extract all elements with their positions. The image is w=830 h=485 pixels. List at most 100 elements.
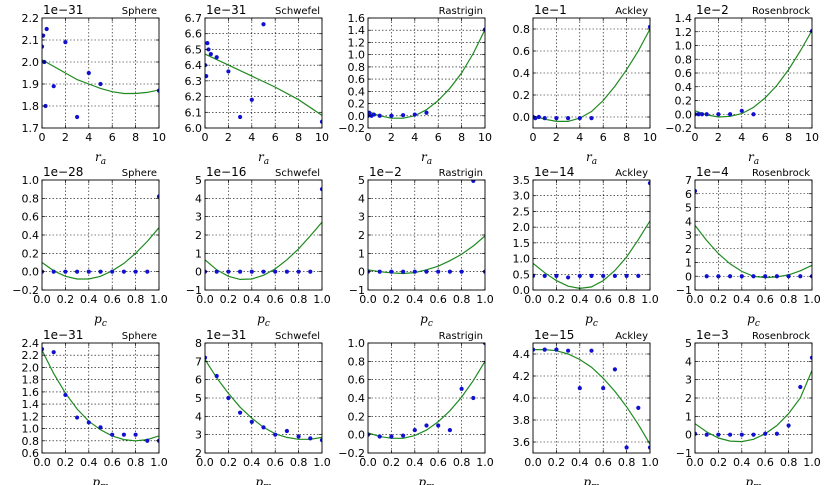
- offset-label: 1e−31: [206, 3, 246, 17]
- x-axis-label-main: p: [255, 475, 263, 485]
- y-tick-label: 6: [195, 374, 202, 387]
- y-tick-label: 0.2: [348, 410, 366, 423]
- x-tick-label: 1.0: [150, 293, 168, 306]
- data-point: [389, 269, 394, 274]
- subplot-title: Sphere: [122, 6, 157, 17]
- data-layer: [533, 347, 650, 450]
- y-tick-label: 1.7: [22, 122, 40, 135]
- y-tick-label: 3: [685, 229, 692, 242]
- offset-label: 1e−31: [206, 328, 246, 342]
- subplot-schwefel-2: 0.0 0.2 0.4 0.6 0.8 1.0 −1 0 1 2 3 4 5 1e−16 Schwefel p…: [186, 165, 331, 329]
- x-tick-label: 0.8: [618, 456, 636, 469]
- x-axis-label-main: r: [421, 150, 428, 164]
- x-tick-label: 1.0: [476, 456, 494, 469]
- x-tick-label: 0.0: [33, 456, 51, 469]
- data-point: [377, 434, 382, 439]
- x-tick-label: 1.0: [313, 293, 331, 306]
- data-point: [226, 395, 231, 401]
- offset-label: 1e−31: [43, 328, 83, 342]
- x-tick-label: 1.0: [803, 456, 821, 469]
- x-tick-label: 0.0: [524, 456, 542, 469]
- y-tick-label: 1: [195, 247, 202, 260]
- y-tick-label: 6: [685, 188, 692, 201]
- data-point: [542, 116, 547, 121]
- x-tick-label: 8: [458, 131, 465, 144]
- x-tick-label: 10: [315, 131, 329, 144]
- data-point: [704, 274, 709, 279]
- x-tick-label: 0.4: [406, 293, 424, 306]
- data-point: [368, 110, 372, 115]
- y-tick-label: 6.5: [185, 43, 203, 56]
- data-point: [110, 269, 115, 274]
- data-point: [319, 119, 322, 124]
- data-point: [728, 112, 733, 117]
- x-axis-label-sub: c: [593, 319, 598, 329]
- data-point: [704, 112, 709, 117]
- x-axis-label: ra: [748, 150, 759, 167]
- data-point: [42, 33, 46, 38]
- x-axis-label-main: p: [747, 312, 755, 326]
- data-point: [589, 116, 594, 121]
- data-point: [716, 112, 721, 117]
- y-tick-label: 0.4: [22, 229, 40, 242]
- data-point: [647, 24, 650, 29]
- data-point: [63, 40, 68, 45]
- data-point: [716, 274, 721, 279]
- y-tick-label: 7: [195, 355, 202, 368]
- fit-line: [368, 360, 485, 439]
- data-point: [371, 112, 376, 117]
- data-point: [156, 88, 159, 93]
- data-point: [601, 386, 606, 391]
- y-tick-label: 1.8: [22, 374, 40, 387]
- data-point: [273, 432, 278, 437]
- data-point: [296, 434, 301, 439]
- x-axis-label-main: r: [95, 150, 102, 164]
- x-axis-label: pm: [418, 475, 434, 485]
- y-tick-label: 0.6: [675, 67, 693, 80]
- data-point: [226, 69, 231, 74]
- data-layer: [533, 181, 650, 290]
- x-tick-label: 4: [738, 131, 745, 144]
- x-axis-label-sub: m: [426, 482, 435, 485]
- data-point: [436, 423, 441, 428]
- y-tick-label: 2: [195, 447, 202, 460]
- data-point: [319, 438, 322, 443]
- data-point: [249, 419, 254, 424]
- x-axis-label-sub: c: [102, 319, 107, 329]
- x-tick-label: 0.8: [780, 293, 798, 306]
- data-point: [214, 269, 219, 274]
- x-tick-label: 0.2: [57, 293, 75, 306]
- data-point: [696, 112, 701, 117]
- x-tick-label: 2: [388, 131, 395, 144]
- data-point: [716, 432, 721, 437]
- data-point: [542, 347, 547, 352]
- y-tick-label: 1.4: [675, 12, 693, 25]
- subplot-rastrigin-3: 0.0 0.2 0.4 0.6 0.8 1.0−0.20.00.20.40.60.81.0…: [338, 331, 493, 485]
- data-point: [482, 27, 485, 32]
- y-tick-label: 5: [195, 392, 202, 405]
- data-layer: [533, 24, 650, 123]
- y-tick-label: 1.8: [22, 100, 40, 113]
- x-axis-label-sub: m: [753, 482, 762, 485]
- x-tick-label: 6: [109, 131, 116, 144]
- fit-line: [205, 221, 322, 281]
- x-axis-label-main: p: [418, 475, 426, 485]
- fit-line: [42, 227, 159, 280]
- y-tick-label: 2: [685, 392, 692, 405]
- x-tick-label: 0.6: [756, 293, 774, 306]
- data-point: [110, 432, 115, 437]
- x-axis-label: pc: [420, 312, 433, 329]
- data-point: [98, 81, 103, 87]
- y-tick-label: 0.2: [348, 98, 366, 111]
- y-tick-label: 5: [685, 202, 692, 215]
- subplot-title: Schwefel: [275, 6, 320, 17]
- data-point: [226, 269, 231, 274]
- x-axis-label: ra: [258, 150, 269, 167]
- x-tick-label: 8: [785, 131, 792, 144]
- data-point: [308, 269, 313, 274]
- offset-label: 1e−31: [43, 3, 83, 17]
- x-axis-label-sub: c: [755, 319, 760, 329]
- data-point: [739, 432, 744, 437]
